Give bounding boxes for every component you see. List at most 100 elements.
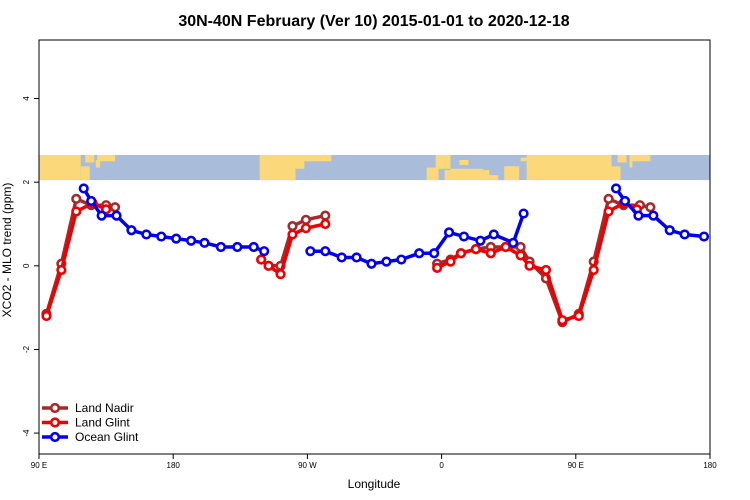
data-point [648,210,659,221]
map-land [459,160,469,166]
data-point [518,208,529,219]
data-point [351,252,362,263]
map-land [304,155,332,162]
data-point [320,218,331,230]
data-point [619,195,631,207]
data-point [557,315,568,326]
map-land [504,166,520,181]
map-land [80,166,90,181]
map-land [617,155,627,163]
data-point [256,254,267,265]
data-point [287,220,298,232]
data-point [320,210,331,221]
legend-marker [49,417,61,428]
legend-item: Land Glint [42,416,130,430]
y-axis-label: XCO2 - MLO trend (ppm) [0,183,14,318]
data-point [475,235,486,246]
map-land [450,168,484,181]
data-point [111,210,122,221]
series-layer [41,183,710,328]
data-point [248,241,259,253]
map-land [97,155,116,162]
data-point [443,227,455,238]
data-point [215,241,227,253]
data-point [515,250,526,261]
data-point [470,243,481,255]
y-tick-label: 2 [22,179,31,184]
data-point [287,229,298,240]
data-point [664,225,675,236]
data-point [56,264,67,276]
data-point [300,214,312,225]
y-tick-label: -4 [22,429,31,437]
data-point [429,248,440,259]
y-tick-label: 4 [22,96,31,101]
data-point [485,248,496,259]
data-point [524,260,535,271]
data-point [645,202,656,213]
data-point [396,254,407,265]
data-point [366,258,377,269]
map-land [611,166,621,181]
series-ocean-glint [78,183,710,269]
data-point [603,206,614,217]
map-land [444,170,451,181]
x-tick-label: 90 E [31,461,47,470]
data-point [71,206,82,217]
legend-marker [49,402,61,414]
y-axis: -4 -2 0 2 4 [22,96,39,437]
x-axis: 90 E 180 90 W 0 90 E 180 [31,454,717,470]
data-point [458,231,470,242]
x-tick-label: 90 E [568,461,584,470]
x-tick-label: 180 [703,461,717,470]
x-tick-label: 180 [167,461,181,470]
map-land [483,170,490,181]
map-land [426,167,439,181]
data-point [500,241,511,253]
data-point [588,264,599,276]
data-point [156,231,167,242]
data-point [320,246,331,257]
legend-label: Land Glint [75,416,130,430]
data-point [603,193,614,205]
data-point [679,229,690,240]
data-point [86,195,97,207]
data-point [455,248,467,259]
data-point [126,225,137,236]
data-point [336,252,347,263]
map-land [629,160,633,168]
legend-item: Land Nadir [42,401,134,415]
series-land-glint [41,197,643,326]
legend-marker [49,431,61,443]
plot-frame [38,39,711,455]
map-land [85,155,95,163]
legend-label: Ocean Glint [75,430,139,444]
data-point [232,241,243,253]
data-point [275,269,286,280]
data-point [263,260,274,271]
data-point [610,183,622,194]
y-tick-label: 0 [22,263,31,268]
data-point [445,256,456,267]
data-point [71,193,82,205]
data-point [199,237,210,248]
data-point [171,233,182,244]
data-point [698,231,710,242]
map-land [282,172,296,181]
map-land [95,160,101,168]
map-land [295,155,305,169]
map-land [526,155,612,181]
chart-title: 30N-40N February (Ver 10) 2015-01-01 to … [178,13,569,30]
map-land [629,155,651,162]
x-axis-label: Longitude [348,477,401,491]
x-tick-label: 90 W [298,461,317,470]
data-point [414,248,425,259]
data-point [185,235,197,246]
data-point [633,210,644,221]
data-point [300,223,312,234]
data-point [573,310,584,322]
world-map-strip [39,155,710,181]
map-land [39,155,81,181]
